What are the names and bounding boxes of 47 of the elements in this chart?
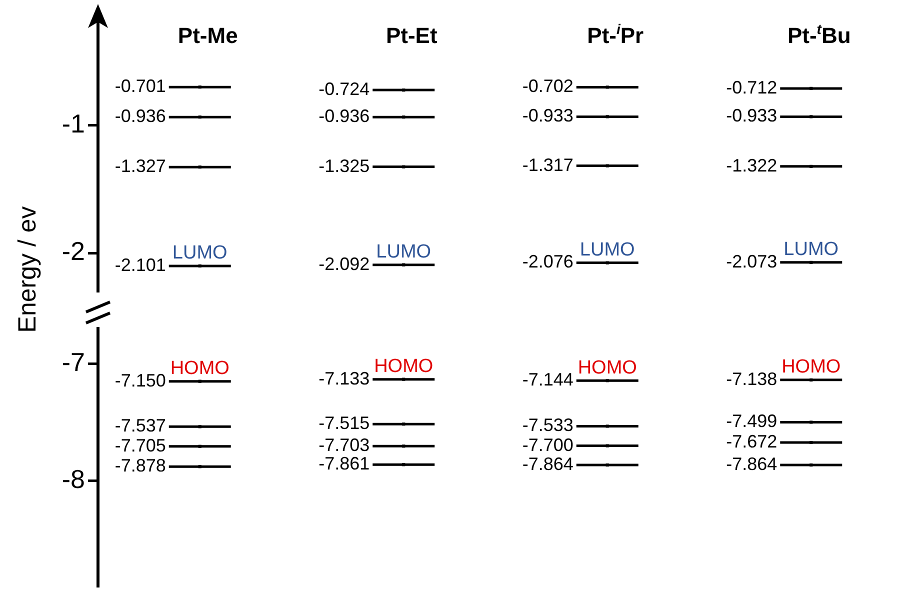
data-label: -7.864 [522, 454, 574, 474]
data-label: -7.515 [318, 413, 370, 434]
annotation: HOMO [782, 356, 841, 378]
data-label: -7.133 [318, 368, 370, 388]
y-tick-label: -2 [62, 236, 85, 266]
data-label: -0.936 [114, 106, 166, 126]
data-label: -0.702 [522, 76, 574, 96]
data-label: -1.327 [114, 156, 166, 176]
data-label: -0.936 [318, 106, 370, 126]
y-tick-label: -1 [62, 108, 85, 138]
data-label: -7.499 [726, 411, 778, 432]
x-tick-label: Pt-Et [386, 23, 438, 48]
data-label: -7.861 [318, 454, 370, 474]
y-axis-title: Energy / ev [14, 205, 42, 335]
data-label: -2.076 [522, 252, 574, 272]
data-label: -0.724 [318, 78, 370, 99]
data-label: -7.138 [726, 368, 778, 389]
data-label: -7.705 [114, 435, 166, 456]
y-tick-label: -7 [62, 346, 85, 377]
data-label: -0.933 [726, 106, 778, 126]
data-label: -1.317 [522, 154, 574, 175]
data-label: -2.073 [726, 251, 778, 272]
data-label: -0.701 [114, 76, 166, 96]
data-label: -7.144 [522, 370, 574, 390]
x-tick-label: Pt-Me [178, 23, 238, 48]
data-label: -7.864 [726, 454, 778, 474]
data-label: -2.092 [318, 254, 370, 274]
data-label: -7.537 [114, 416, 166, 436]
annotation: LUMO [376, 242, 432, 263]
data-label: -1.322 [726, 155, 778, 176]
annotation: HOMO [374, 356, 434, 378]
annotation: LUMO [580, 240, 635, 261]
data-label: -7.672 [726, 431, 778, 452]
data-label: -7.878 [114, 456, 166, 476]
annotation: HOMO [578, 357, 637, 378]
annotation: LUMO [172, 242, 228, 264]
data-label: -7.703 [318, 435, 370, 456]
y-tick-label: -8 [62, 464, 85, 494]
data-label: -7.533 [522, 415, 574, 436]
annotation: HOMO [170, 358, 230, 380]
data-label: -0.933 [522, 106, 574, 126]
data-label: -7.700 [522, 434, 574, 455]
data-label: -2.101 [114, 254, 166, 275]
data-label: -0.712 [726, 77, 778, 98]
data-label: -1.325 [318, 156, 370, 176]
annotation: LUMO [784, 239, 839, 260]
data-label: -7.150 [114, 370, 166, 390]
